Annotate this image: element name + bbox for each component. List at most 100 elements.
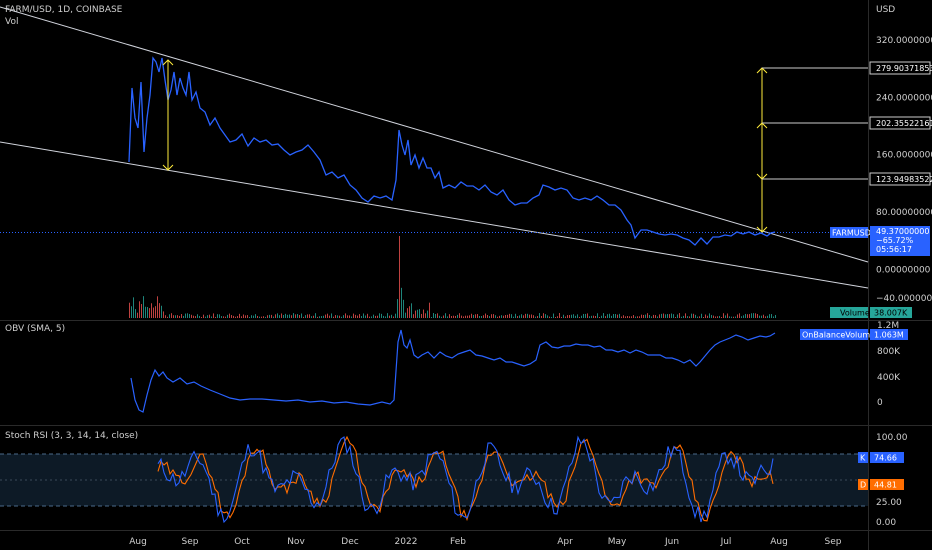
measure-arrows[interactable] bbox=[162, 59, 868, 233]
volume-bar bbox=[505, 315, 506, 318]
volume-bar bbox=[657, 316, 658, 318]
volume-bar bbox=[189, 314, 190, 318]
volume-bar bbox=[765, 316, 766, 318]
time-axis-label: Aug bbox=[770, 537, 788, 547]
time-axis-label: 2022 bbox=[395, 537, 418, 547]
volume-bar bbox=[275, 314, 276, 318]
volume-badge[interactable] bbox=[830, 307, 868, 318]
volume-bar bbox=[663, 313, 664, 318]
volume-bar bbox=[697, 316, 698, 318]
volume-bar bbox=[167, 316, 168, 318]
volume-bar bbox=[729, 316, 730, 318]
price-tick-label: 240.00000000 bbox=[876, 93, 932, 103]
price-tick-label: 320.00000000 bbox=[876, 36, 932, 46]
volume-bar bbox=[165, 315, 166, 318]
level-box[interactable] bbox=[869, 116, 931, 130]
level-box[interactable] bbox=[869, 61, 931, 75]
volume-bar bbox=[251, 315, 252, 318]
volume-bar bbox=[291, 315, 292, 318]
volume-bar bbox=[579, 316, 580, 318]
volume-bar bbox=[437, 313, 438, 318]
volume-bar bbox=[133, 297, 134, 318]
volume-bar bbox=[655, 315, 656, 318]
volume-bar bbox=[737, 314, 738, 318]
volume-bar bbox=[255, 314, 256, 318]
obv-value-badge[interactable] bbox=[870, 329, 908, 340]
stoch-k-tag[interactable] bbox=[858, 452, 868, 463]
lower-trendline[interactable] bbox=[0, 141, 869, 289]
stoch-axis[interactable]: 100.00 25.00 0.00 K 74.66 D 44.81 bbox=[858, 433, 908, 528]
volume-bar bbox=[669, 314, 670, 318]
volume-bar bbox=[619, 313, 620, 318]
stoch-d-value: 44.81 bbox=[874, 481, 897, 490]
volume-bar bbox=[681, 316, 682, 318]
volume-bar bbox=[569, 315, 570, 318]
price-line bbox=[128, 56, 776, 246]
volume-bar bbox=[705, 314, 706, 318]
volume-bar bbox=[223, 316, 224, 318]
volume-bar bbox=[673, 314, 674, 318]
volume-bar bbox=[323, 315, 324, 318]
volume-bar bbox=[233, 315, 234, 318]
volume-bar bbox=[257, 315, 258, 318]
volume-bar bbox=[307, 314, 308, 318]
time-axis-label: Apr bbox=[557, 537, 573, 547]
volume-bar bbox=[259, 316, 260, 318]
volume-bar bbox=[617, 314, 618, 318]
volume-bar bbox=[605, 316, 606, 318]
time-axis[interactable]: Aug Sep Oct Nov Dec 2022 Feb Apr May Jun Jul Aug Sep bbox=[129, 537, 842, 547]
level-label: 279.90371853 bbox=[876, 64, 932, 73]
volume-bar bbox=[615, 314, 616, 318]
volume-bar bbox=[395, 313, 396, 318]
volume-bar bbox=[205, 316, 206, 318]
volume-bar bbox=[745, 313, 746, 318]
volume-bar bbox=[603, 313, 604, 318]
stoch-d-tag-text: D bbox=[860, 481, 866, 490]
volume-bar bbox=[391, 314, 392, 318]
volume-bar bbox=[653, 314, 654, 318]
volume-bar bbox=[353, 313, 354, 318]
volume-bar bbox=[741, 316, 742, 318]
volume-value-badge[interactable] bbox=[870, 307, 912, 318]
volume-bar bbox=[325, 314, 326, 318]
stoch-title: Stoch RSI (3, 3, 14, 14, close) bbox=[5, 431, 138, 441]
volume-bar bbox=[221, 316, 222, 318]
time-axis-label: Jul bbox=[720, 537, 732, 547]
symbol-badge-text: FARMUSD bbox=[832, 229, 871, 238]
volume-bar bbox=[477, 314, 478, 318]
level-box[interactable] bbox=[869, 172, 931, 186]
price-axis[interactable]: 320.00000000 240.00000000 160.00000000 80.0… bbox=[830, 36, 932, 318]
stoch-k-badge[interactable] bbox=[870, 452, 904, 463]
volume-bar bbox=[175, 315, 176, 318]
currency-label: USD bbox=[876, 5, 895, 15]
volume-bar bbox=[583, 313, 584, 318]
volume-bar bbox=[513, 316, 514, 318]
symbol-badge[interactable] bbox=[830, 227, 868, 238]
volume-bar bbox=[553, 313, 554, 318]
volume-bar bbox=[297, 313, 298, 318]
volume-bar bbox=[403, 299, 404, 318]
volume-bar bbox=[563, 314, 564, 318]
volume-bar bbox=[131, 306, 132, 318]
volume-bar bbox=[509, 313, 510, 318]
volume-bar bbox=[567, 315, 568, 318]
stoch-d-tag[interactable] bbox=[858, 479, 868, 490]
obv-badge-text: OnBalanceVolume bbox=[802, 331, 875, 340]
price-tick-label: −40.00000000 bbox=[876, 294, 932, 304]
obv-badge[interactable] bbox=[800, 329, 868, 340]
volume-bar bbox=[343, 315, 344, 318]
volume-bar bbox=[203, 314, 204, 318]
volume-bar bbox=[581, 315, 582, 318]
volume-bar bbox=[449, 314, 450, 318]
obv-tick-label: 0 bbox=[877, 398, 883, 408]
stoch-d-badge[interactable] bbox=[870, 479, 904, 490]
last-price-badge[interactable] bbox=[870, 226, 930, 256]
upper-trendline[interactable] bbox=[0, 6, 869, 263]
volume-bar bbox=[487, 315, 488, 318]
volume-bar bbox=[645, 314, 646, 318]
volume-bar bbox=[177, 315, 178, 318]
trendlines[interactable] bbox=[0, 6, 869, 289]
volume-bar bbox=[187, 313, 188, 318]
